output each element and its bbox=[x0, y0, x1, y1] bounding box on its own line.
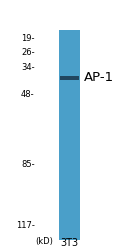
Text: 3T3: 3T3 bbox=[60, 238, 79, 248]
Text: (kD): (kD) bbox=[35, 237, 53, 246]
Text: AP-1: AP-1 bbox=[83, 71, 114, 84]
FancyBboxPatch shape bbox=[60, 76, 79, 80]
FancyBboxPatch shape bbox=[59, 30, 80, 240]
